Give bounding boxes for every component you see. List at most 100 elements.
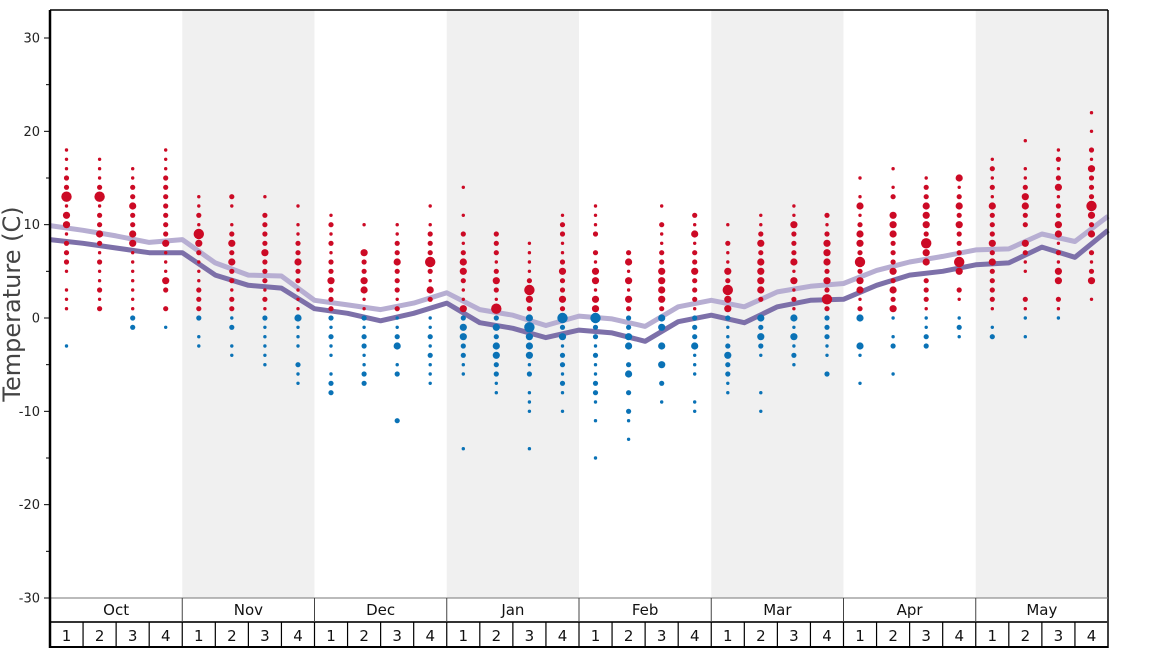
warm-dot (1055, 156, 1061, 162)
cold-dot (924, 316, 928, 320)
cold-dot (1023, 335, 1027, 339)
cold-dot (858, 353, 862, 357)
warm-dot (757, 267, 765, 275)
warm-dot (96, 230, 104, 238)
cold-dot (825, 353, 829, 357)
warm-dot (1022, 212, 1028, 218)
warm-dot (660, 204, 664, 208)
cold-dot (361, 371, 367, 377)
cold-dot (196, 315, 202, 321)
warm-dot (988, 258, 996, 266)
warm-dot (1086, 200, 1097, 212)
warm-dot (823, 239, 831, 247)
warm-dot (957, 297, 961, 301)
cold-dot (658, 361, 666, 369)
warm-dot (395, 297, 399, 301)
warm-dot (858, 195, 862, 199)
warm-dot (1088, 184, 1095, 190)
warm-dot (97, 251, 102, 255)
cold-dot (527, 447, 532, 451)
warm-dot (956, 231, 962, 237)
month-label: Oct (103, 601, 129, 619)
cold-dot (626, 419, 631, 423)
warm-dot (989, 184, 995, 190)
cold-dot (427, 334, 433, 340)
cold-dot (725, 362, 731, 368)
warm-dot (394, 306, 400, 312)
warm-dot (758, 231, 764, 237)
warm-dot (63, 250, 70, 256)
warm-dot (163, 222, 169, 228)
cold-dot (494, 381, 498, 385)
cold-dot (957, 335, 961, 339)
cold-dot (262, 315, 268, 321)
cold-dot (692, 334, 698, 340)
warm-dot (659, 222, 665, 228)
warm-dot (262, 240, 268, 246)
week-label: 1 (194, 627, 204, 645)
warm-dot (327, 277, 335, 285)
cold-dot (461, 363, 465, 367)
warm-dot (527, 241, 532, 245)
warm-dot (164, 260, 168, 264)
warm-dot (559, 259, 566, 265)
cold-dot (362, 353, 366, 357)
warm-dot (131, 307, 135, 311)
y-tick-label: -10 (19, 405, 40, 420)
warm-dot (922, 221, 930, 229)
cold-dot (527, 400, 532, 404)
week-label: 3 (260, 627, 270, 645)
warm-dot (64, 269, 69, 273)
warm-dot (428, 279, 432, 283)
warm-dot (163, 231, 169, 237)
warm-dot (593, 204, 598, 208)
warm-dot (229, 268, 235, 274)
lower-trend-line (49, 228, 1110, 344)
cold-dot (394, 334, 400, 340)
warm-dot (989, 212, 995, 218)
warm-dot (1054, 221, 1062, 229)
warm-dot (163, 212, 169, 218)
warm-dot (63, 240, 70, 246)
warm-dot (428, 223, 432, 227)
warm-dot (625, 277, 633, 285)
warm-dot (328, 222, 334, 228)
warm-dot (296, 223, 300, 227)
warm-dot (989, 250, 995, 256)
cold-dot (625, 370, 633, 378)
warm-dot (1055, 250, 1061, 256)
warm-dot (195, 239, 203, 247)
warm-dot (527, 260, 532, 264)
warm-dot (460, 231, 466, 237)
warm-dot (790, 258, 798, 266)
warm-dot (394, 287, 400, 293)
cold-dot (592, 390, 599, 396)
warm-dot (857, 222, 863, 228)
warm-dot (757, 258, 765, 266)
warm-dot (990, 176, 994, 180)
cold-dot (592, 352, 599, 358)
cold-dot (590, 312, 601, 324)
cold-dot (824, 371, 830, 377)
warm-dot (163, 203, 169, 209)
warm-dot (97, 212, 103, 218)
warm-dot (791, 240, 797, 246)
cold-dot (924, 325, 928, 329)
warm-dot (956, 212, 962, 218)
warm-dot (592, 250, 599, 256)
warm-dot (131, 260, 135, 264)
warm-dot (691, 230, 699, 238)
warm-dot (626, 250, 632, 256)
warm-dot (296, 307, 300, 311)
warm-dot (725, 240, 731, 246)
warm-dot (591, 305, 600, 313)
warm-dot (691, 267, 699, 275)
cold-dot (197, 344, 201, 348)
warm-dot (461, 297, 465, 301)
week-label: 2 (756, 627, 766, 645)
warm-dot (560, 251, 565, 255)
cold-dot (229, 324, 235, 330)
warm-dot (990, 157, 994, 161)
warm-dot (228, 239, 236, 247)
week-label: 2 (624, 627, 634, 645)
